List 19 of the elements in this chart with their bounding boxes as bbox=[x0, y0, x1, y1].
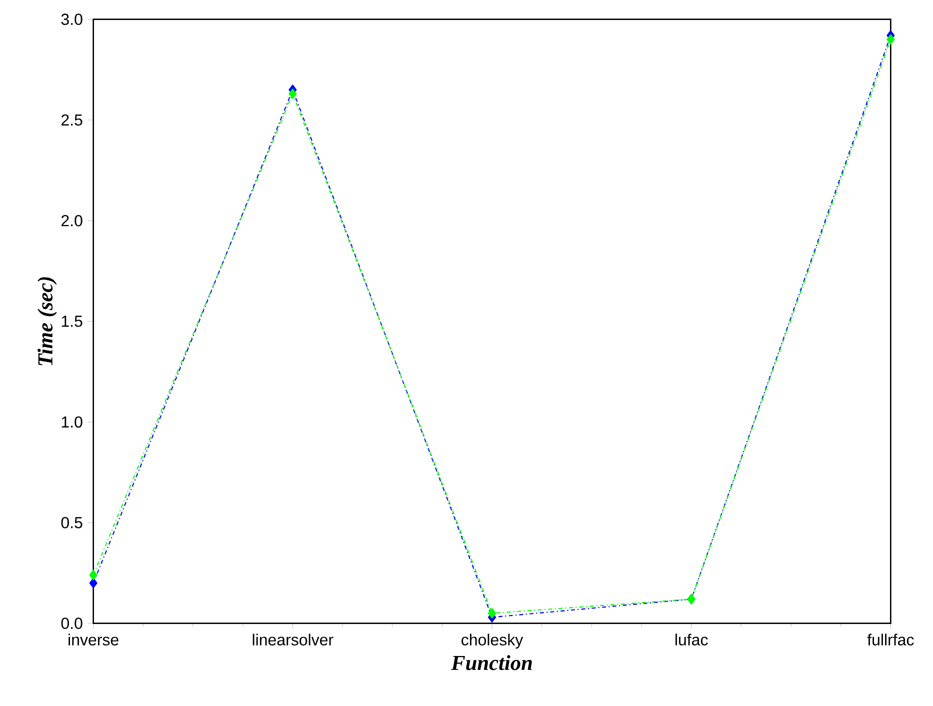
x-tick-label: lufac bbox=[676, 634, 708, 646]
x-tick-label: inverse bbox=[68, 634, 118, 646]
point bbox=[886, 34, 895, 45]
x-tick-label: fullrfac bbox=[867, 634, 914, 646]
point bbox=[288, 88, 297, 100]
point bbox=[488, 608, 496, 618]
x-axis-title: Function bbox=[451, 655, 532, 670]
point bbox=[89, 578, 98, 588]
y-axis-title: Time (sec) bbox=[38, 277, 57, 366]
y-tick-label: 1.0 bbox=[62, 416, 82, 428]
x-tick-label: linearsolver bbox=[252, 634, 334, 646]
y-tick-label: 2.5 bbox=[61, 114, 82, 126]
y-tick-label: 2.0 bbox=[61, 214, 82, 226]
y-tick-label: 1.5 bbox=[62, 316, 82, 327]
x-tick-label: cholesky bbox=[462, 634, 524, 649]
y-tick-label: 3.0 bbox=[61, 14, 82, 25]
point bbox=[89, 570, 98, 580]
y-tick-label: 0.5 bbox=[61, 516, 82, 528]
y-tick-label: 0.0 bbox=[61, 618, 82, 629]
